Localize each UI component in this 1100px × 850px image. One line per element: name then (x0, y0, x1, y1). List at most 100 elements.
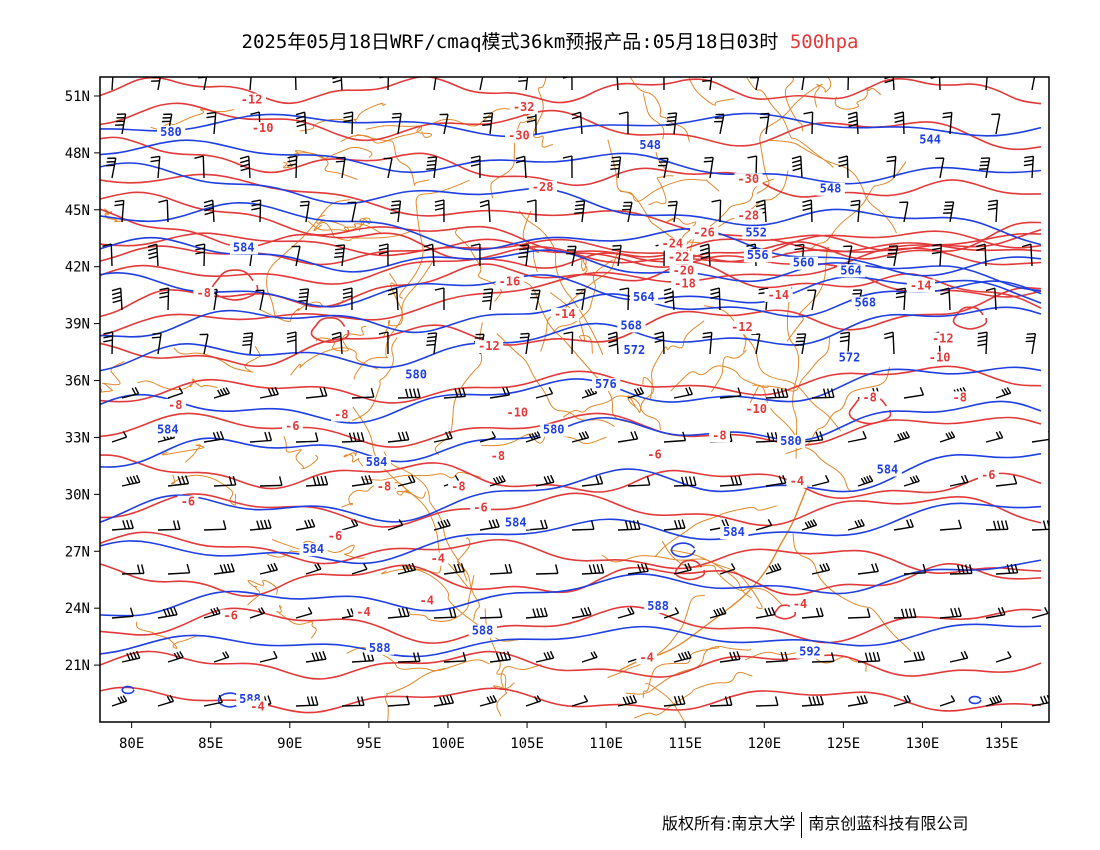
wind-barb (847, 77, 850, 91)
wind-barb (249, 77, 252, 91)
wind-barb (617, 694, 638, 707)
height-label: 548 (639, 138, 661, 152)
wind-barb (571, 606, 592, 619)
map-frame (99, 76, 1050, 723)
wind-barb (489, 475, 506, 487)
wind-barb (811, 388, 835, 399)
wind-barb (158, 199, 169, 223)
temp-label-bg (786, 474, 808, 488)
wind-barb (335, 156, 346, 179)
temp-label: -6 (328, 529, 342, 543)
lon-tick-label: 110E (589, 736, 623, 752)
height-label-bg (777, 435, 806, 449)
height-label: 584 (157, 423, 179, 437)
height-contour-closed (670, 542, 696, 558)
wind-barb (617, 520, 641, 531)
wind-barb (995, 387, 1012, 399)
height-label: 592 (799, 645, 821, 659)
wind-barb (995, 651, 1012, 663)
wind-barb (795, 333, 807, 355)
lon-tick-label: 120E (747, 736, 781, 752)
wind-barb (886, 155, 897, 179)
temp-label-bg (977, 469, 999, 483)
wind-barb (518, 244, 530, 267)
wind-barb (291, 245, 301, 267)
border-line (283, 436, 319, 470)
border-line (784, 77, 803, 132)
lat-tick-label: 33N (65, 430, 90, 446)
wind-barb (167, 563, 191, 575)
lon-tick-label: 135E (985, 736, 1019, 752)
wind-barb (378, 243, 389, 267)
wind-barb (295, 607, 313, 619)
wind-barb (801, 519, 818, 531)
wind-barb (801, 77, 805, 91)
wind-barb (939, 519, 962, 531)
temp-label: -4 (356, 605, 370, 619)
wind-barb (654, 331, 665, 355)
wind-barb (987, 199, 999, 223)
wind-barb (213, 387, 231, 399)
wind-barb (489, 386, 511, 399)
border-line (792, 533, 912, 652)
wind-barb (295, 111, 307, 135)
border-line (481, 431, 607, 447)
wind-barb (663, 77, 665, 91)
wind-barb (121, 650, 141, 663)
latitude-axis: 51N 48N 45N 42N 39N 36N 33N 30N 27N 24N 21N (65, 89, 100, 674)
border-line (104, 208, 131, 222)
temp-label: -12 (932, 332, 954, 346)
wind-barb (387, 607, 410, 619)
longitude-axis: 80E 85E 90E 95E 100E 105E 110E 115E 120E 125E 130E… (119, 722, 1018, 752)
border-line (516, 278, 635, 424)
isotherm-closed (310, 316, 350, 344)
wind-barb (663, 431, 687, 443)
border-line (745, 77, 834, 168)
temp-label-bg (324, 529, 346, 543)
wind-barb (627, 387, 645, 399)
wind-barb (115, 113, 127, 135)
wind-barb (801, 695, 824, 707)
wind-barb (332, 77, 343, 91)
wind-barb (121, 386, 140, 399)
wind-barb (801, 607, 824, 619)
wind-barb (157, 606, 178, 619)
height-label-bg (402, 368, 431, 382)
border-line (654, 505, 777, 558)
temp-label-bg (177, 495, 199, 509)
wind-barb (562, 155, 573, 179)
wind-barb (755, 519, 773, 531)
temp-label: -28 (737, 208, 759, 222)
wind-barb (857, 475, 874, 487)
temp-label-bg (664, 251, 694, 265)
border-line (353, 261, 433, 380)
wind-barb (249, 519, 272, 531)
wind-barb (482, 288, 494, 311)
wind-barb (979, 157, 991, 179)
temp-label-bg (728, 321, 757, 335)
wind-barb (811, 652, 835, 663)
height-label-bg (720, 526, 749, 540)
wind-barb (903, 386, 925, 399)
wind-barb (111, 519, 134, 531)
border-line (678, 170, 789, 258)
wind-barb (121, 564, 145, 575)
wind-barb (838, 155, 849, 179)
border-line (299, 102, 387, 132)
wind-barb (750, 77, 760, 91)
wind-barb (847, 518, 865, 531)
wind-barb (765, 475, 787, 487)
wind-barb (434, 287, 445, 311)
isotherm (100, 531, 1042, 575)
wind-barb (151, 332, 162, 355)
height-label: 580 (780, 434, 802, 448)
wind-barb (443, 387, 467, 399)
temp-label: -8 (712, 428, 726, 442)
height-label-bg (362, 455, 391, 469)
temp-label-bg (495, 275, 524, 289)
temp-label-bg (373, 480, 395, 494)
wind-barb (765, 651, 789, 663)
height-contour (100, 139, 1042, 185)
wind-barb (167, 475, 190, 487)
wind-barb (571, 695, 589, 707)
